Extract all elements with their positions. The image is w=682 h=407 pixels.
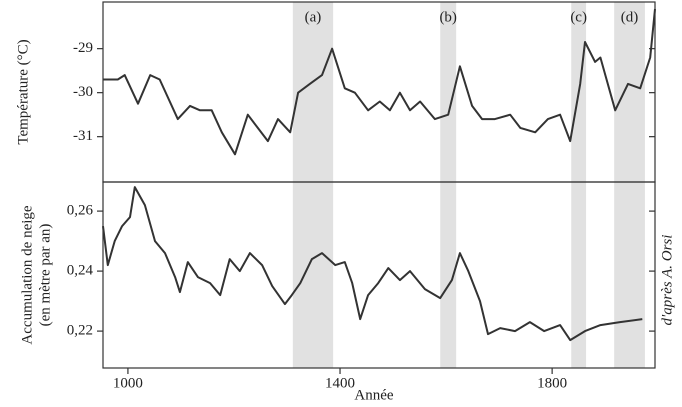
y-tick-label: -30: [73, 84, 93, 100]
x-tick-label: 1800: [537, 375, 567, 391]
x-axis-label: Année: [354, 387, 393, 403]
plot-frame: [102, 181, 656, 369]
period-label: (b): [439, 9, 457, 25]
y-axis-label: Accumulation de neige (en mètre par an): [20, 205, 54, 344]
credit: d'après A. Orsi: [659, 235, 675, 326]
y-tick-label: 0,22: [67, 323, 93, 339]
data-line: [103, 8, 656, 156]
period-band: [614, 2, 645, 368]
x-tick-label: 1400: [325, 375, 355, 391]
period-label: (d): [621, 9, 639, 25]
data-line: [102, 186, 643, 342]
period-label: (a): [305, 9, 322, 25]
y-tick-label: 0,26: [67, 203, 94, 219]
period-band: [571, 2, 587, 368]
period-band: [292, 2, 334, 368]
y-tick-label: -31: [73, 128, 93, 144]
y-tick-label: 0,24: [67, 263, 94, 279]
period-label: (c): [570, 9, 587, 25]
y-axis-label: Température (°C): [15, 39, 31, 144]
x-tick-label: 1000: [113, 375, 143, 391]
y-tick-label: -29: [73, 40, 93, 56]
period-band: [440, 2, 457, 368]
